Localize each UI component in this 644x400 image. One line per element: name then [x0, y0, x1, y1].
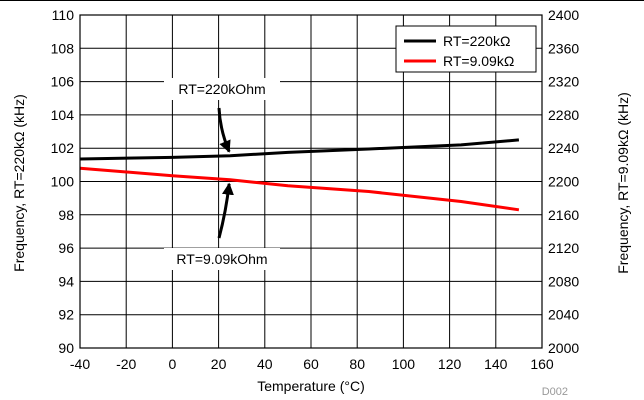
y-left-tick-label: 94	[58, 273, 74, 289]
x-tick-label: 100	[392, 356, 416, 372]
annotation-label: RT=220kOhm	[178, 81, 265, 97]
y-right-tick-label: 2360	[548, 40, 579, 56]
y-right-axis-title: Frequency, RT=9.09kΩ (kHz)	[615, 92, 631, 274]
x-tick-label: -40	[70, 356, 90, 372]
annotations: RT=220kOhm RT=9.09kOhm	[164, 78, 280, 270]
x-tick-label: 140	[484, 356, 508, 372]
y-right-tick-label: 2160	[548, 207, 579, 223]
annotation-label-bg	[164, 78, 280, 100]
annotation-arrow	[217, 182, 234, 239]
y-right-tick-label: 2400	[548, 7, 579, 23]
y-right-tick-label: 2200	[548, 174, 579, 190]
plot-frame	[79, 14, 543, 349]
x-tick-label: 40	[257, 356, 273, 372]
annotation-label: RT=9.09kOhm	[176, 251, 267, 267]
y-left-axis-title: Frequency, RT=220kΩ (kHz)	[11, 94, 27, 272]
y-left-tick-label: 104	[51, 107, 75, 123]
legend-entry-label: RT=220kΩ	[443, 33, 510, 49]
y-right-tick-label: 2240	[548, 140, 579, 156]
x-tick-label: 120	[438, 356, 462, 372]
y-right-tick-label: 2280	[548, 107, 579, 123]
x-tick-label: 0	[169, 356, 177, 372]
y-left-tick-label: 98	[58, 207, 74, 223]
x-tick-label: 20	[211, 356, 227, 372]
figure-code: D002	[542, 386, 568, 398]
y-left-tick-label: 102	[51, 140, 75, 156]
x-tick-label: 60	[303, 356, 319, 372]
y-left-tick-label: 110	[52, 7, 75, 23]
annotation-label-bg	[164, 248, 280, 270]
x-tick-label: 160	[530, 356, 554, 372]
x-axis-title: Temperature (°C)	[257, 378, 365, 394]
y-right-tick-label: 2080	[548, 273, 579, 289]
y-left-tick-label: 90	[58, 340, 74, 356]
annotation-arrow	[217, 107, 231, 153]
x-tick-labels: -40 -20 0 20 40 60 80 100 120 140 160	[70, 356, 554, 372]
series-line-rt-9-09k-	[79, 166, 520, 212]
y-right-tick-labels: 2000 2040 2080 2120 2160 2200 2240 2280 2320 2360…	[548, 7, 579, 356]
y-left-tick-label: 96	[58, 240, 74, 256]
x-tick-label: -20	[116, 356, 136, 372]
legend-box	[395, 25, 537, 73]
y-right-tick-label: 2320	[548, 74, 579, 90]
legend: RT=220kΩ RT=9.09kΩ	[395, 25, 537, 73]
series-line-rt-220k-	[79, 138, 520, 161]
legend-entry-label: RT=9.09kΩ	[443, 53, 514, 69]
y-right-tick-label: 2000	[548, 340, 579, 356]
y-left-tick-label: 100	[51, 174, 75, 190]
y-right-tick-label: 2040	[548, 307, 579, 323]
y-right-tick-label: 2120	[548, 240, 579, 256]
x-tick-label: 80	[349, 356, 365, 372]
y-left-tick-label: 106	[51, 74, 75, 90]
y-left-tick-label: 92	[58, 307, 74, 323]
series-layer	[79, 138, 520, 212]
y-left-tick-label: 108	[51, 40, 75, 56]
y-left-tick-labels: 90 92 94 96 98 100 102 104 106 108 110	[51, 7, 75, 356]
grid	[80, 15, 542, 348]
